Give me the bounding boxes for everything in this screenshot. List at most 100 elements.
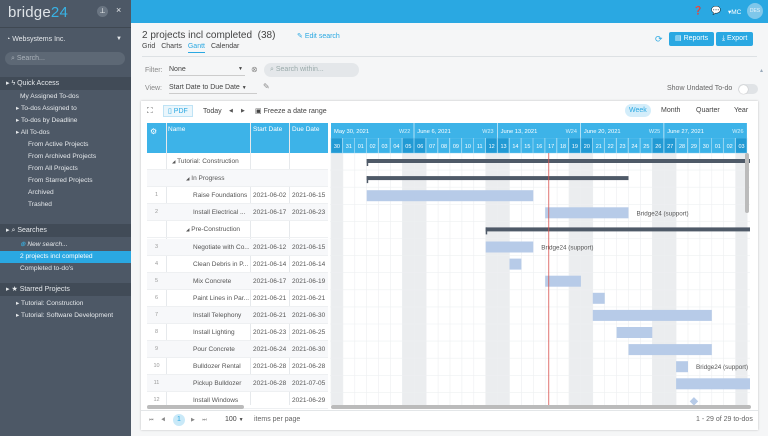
column-settings-icon[interactable]: ⚙ (150, 127, 158, 136)
task-bar[interactable] (676, 378, 750, 390)
table-row[interactable]: 3 Negotiate with Co... 2021-06-12 2021-06-1… (147, 238, 328, 256)
sidebar-item[interactable]: Archived (0, 187, 131, 199)
task-bar[interactable] (592, 292, 605, 304)
task-name-text: Pour Concrete (193, 346, 235, 354)
scale-year[interactable]: Year (734, 107, 749, 114)
starred-item[interactable]: ▸ Tutorial: Construction (16, 300, 84, 307)
task-name: Pour Concrete (193, 341, 249, 358)
column-header[interactable]: Name (168, 126, 186, 133)
table-row[interactable]: 8 Install Lighting 2021-06-23 2021-06-25 (147, 324, 328, 342)
workspace-selector[interactable]: ◔ Websystems Inc. (6, 36, 66, 43)
new-search-link[interactable]: ⊕ New search... (20, 241, 68, 248)
chart-scrollbar[interactable] (331, 405, 751, 409)
pin-icon[interactable]: ⊥ (97, 6, 108, 17)
grid-scrollbar[interactable] (147, 405, 244, 409)
sidebar-item[interactable]: ▸ All To-dos (16, 129, 50, 136)
help-icon[interactable]: ❓ (693, 6, 703, 15)
column-header[interactable]: Start Date (253, 126, 283, 133)
task-bar[interactable] (616, 327, 653, 338)
group-row[interactable]: ◢ Tutorial: Construction (147, 153, 328, 171)
task-bar[interactable] (676, 361, 688, 373)
group-row[interactable]: ◢ In Progress (147, 170, 328, 188)
pager-nav[interactable]: ⏮ ◀ (149, 417, 166, 423)
row-number: 11 (153, 380, 160, 387)
refresh-icon[interactable]: ⟳ (655, 34, 663, 44)
search-item[interactable]: Completed to-do's (20, 265, 74, 272)
task-name: Negotiate with Co... (193, 239, 249, 256)
table-row[interactable]: 6 Paint Lines in Par... 2021-06-21 2021-06-… (147, 290, 328, 307)
week-label: June 6, 2021 (417, 129, 451, 135)
search-item-active[interactable]: 2 projects incl completed (0, 251, 131, 263)
task-bar[interactable] (592, 309, 712, 321)
scale-month[interactable]: Month (661, 107, 681, 114)
clear-filter-icon[interactable]: ⊗ (251, 65, 258, 74)
due-date: 2021-06-30 (292, 346, 326, 354)
task-bar[interactable] (509, 258, 522, 270)
task-bar[interactable] (545, 275, 581, 287)
task-bar[interactable] (485, 241, 534, 253)
pager-nav-next[interactable]: ▶ ⏭ (191, 417, 207, 423)
weekend-column (497, 153, 510, 405)
view-select[interactable]: Start Date to Due Date ▼ (169, 81, 257, 94)
sidebar-item[interactable]: From Active Projects (0, 139, 131, 151)
filter-select[interactable]: None ▼ (169, 63, 245, 76)
sidebar-item[interactable]: ▸ To-dos Assigned to (16, 105, 77, 112)
table-row[interactable]: 4 Clean Debris in P... 2021-06-14 2021-06-1… (147, 256, 328, 273)
tab-grid[interactable]: Grid (142, 43, 156, 50)
tab-calendar[interactable]: Calendar (210, 43, 240, 50)
sidebar-item[interactable]: Trashed (0, 199, 131, 211)
chat-icon[interactable]: 💬 (711, 6, 721, 15)
chart-vertical-scrollbar[interactable] (745, 153, 749, 213)
tab-charts[interactable]: Charts (161, 43, 182, 50)
edit-view-icon[interactable]: ✎ (263, 82, 270, 91)
page-button[interactable]: 1 (173, 414, 185, 426)
sidebar-item[interactable]: From All Projects (0, 163, 131, 175)
table-row[interactable]: 1 Raise Foundations 2021-06-02 2021-06-15 (147, 187, 328, 205)
reports-button[interactable]: ▤ Reports (669, 32, 715, 46)
table-row[interactable]: 11 Pickup Bulldozer 2021-06-28 2021-07-05 (147, 375, 328, 393)
starred-item[interactable]: ▸ Tutorial: Software Development (16, 312, 114, 319)
section-searches[interactable]: ▸ ⌕ Searches (0, 224, 131, 237)
export-button[interactable]: ⤓ Export (716, 32, 754, 46)
table-row[interactable]: 2 Install Electrical ... 2021-06-17 2021-06… (147, 204, 328, 222)
sidebar-item[interactable]: From Starred Projects (0, 175, 131, 187)
table-row[interactable]: 9 Pour Concrete 2021-06-24 2021-06-30 (147, 341, 328, 359)
milestone-diamond[interactable] (689, 397, 699, 406)
sidebar-item[interactable]: From Archived Projects (0, 151, 131, 163)
summary-bar[interactable] (366, 176, 629, 181)
freeze-date-range-button[interactable]: ▣ Freeze a date range (255, 108, 327, 115)
sidebar-item[interactable]: ▸ To-dos by Deadline (16, 117, 78, 124)
column-header[interactable]: Due Date (292, 126, 320, 133)
show-undated-toggle[interactable] (738, 84, 758, 94)
task-bar[interactable] (366, 190, 534, 202)
fullscreen-icon[interactable]: ⛶ (147, 106, 153, 115)
prev-icon[interactable]: ◀ (229, 108, 233, 114)
task-bar[interactable] (628, 344, 712, 356)
group-row[interactable]: ◢ Pre-Construction (147, 221, 328, 239)
table-row[interactable]: 10 Bulldozer Rental 2021-06-28 2021-06-28 (147, 358, 328, 376)
today-button[interactable]: Today (203, 108, 222, 115)
day-label: 07 (429, 144, 435, 150)
avatar[interactable]: DES (747, 3, 763, 19)
table-row[interactable]: 7 Install Telephony 2021-06-21 2021-06-30 (147, 306, 328, 324)
section-quick-access[interactable]: ▸ ϟ Quick Access (0, 77, 131, 90)
task-bar[interactable] (545, 207, 629, 219)
section-starred[interactable]: ▸ ★ Starred Projects (0, 283, 131, 296)
tab-gantt[interactable]: Gantt (187, 43, 205, 53)
edit-search-link[interactable]: ✎ Edit search (297, 33, 340, 40)
summary-bar[interactable] (485, 227, 750, 232)
per-page-select[interactable]: 100 ▼ (225, 416, 244, 423)
summary-bar[interactable] (366, 159, 750, 163)
next-icon[interactable]: ▶ (241, 108, 245, 114)
sidebar-search-input[interactable]: ⌕ Search... (5, 52, 125, 65)
scale-week[interactable]: Week (625, 104, 651, 117)
scale-quarter[interactable]: Quarter (696, 107, 720, 114)
pdf-button[interactable]: ▯ PDF (163, 105, 193, 117)
chevron-down-icon[interactable]: ▼ (116, 36, 122, 42)
user-menu[interactable]: ▾MC (728, 9, 742, 16)
search-within-input[interactable]: ⌕ Search within... (264, 63, 359, 77)
sidebar-item[interactable]: My Assigned To-dos (0, 91, 131, 103)
collapse-icon[interactable]: ▴ (760, 68, 764, 74)
close-icon[interactable]: × (116, 5, 122, 15)
table-row[interactable]: 5 Mix Concrete 2021-06-17 2021-06-19 (147, 272, 328, 290)
